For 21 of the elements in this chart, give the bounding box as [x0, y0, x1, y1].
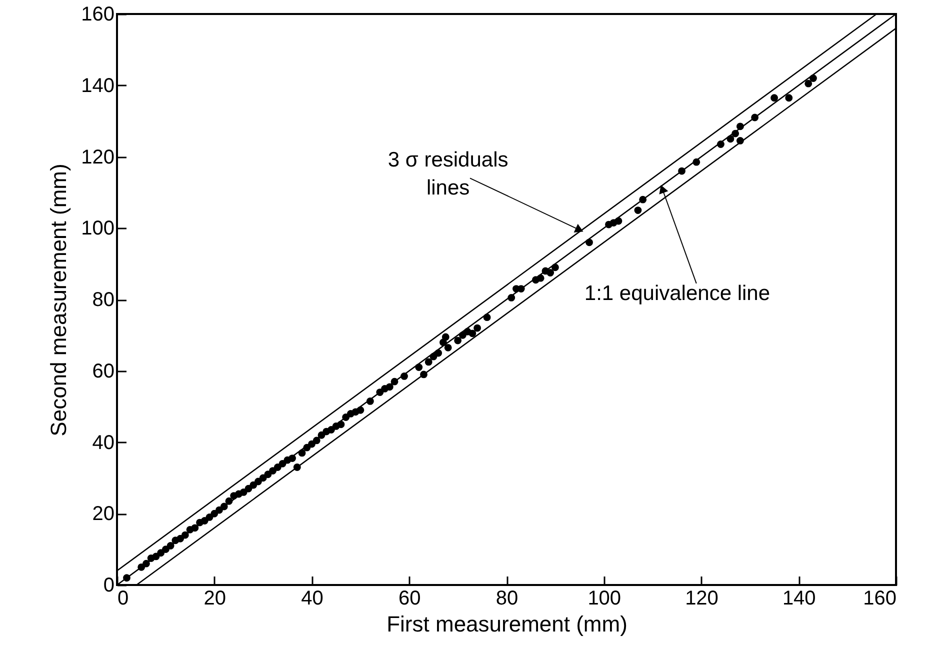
x-tick-label: 120	[685, 588, 718, 610]
y-tick-label: 40	[92, 432, 114, 454]
y-tick-label: 100	[81, 218, 114, 240]
x-tick-label: 160	[863, 588, 896, 610]
y-tick-label: 60	[92, 360, 114, 382]
y-axis-title: Second measurement (mm)	[46, 164, 72, 436]
annotation: 3 σ residuals lines	[388, 148, 508, 200]
x-axis-title: First measurement (mm)	[386, 612, 628, 636]
y-tick-label: 120	[81, 146, 114, 168]
annotation: 1:1 equivalence line	[584, 282, 770, 306]
y-tick-label: 80	[92, 289, 114, 311]
x-tick-label: 0	[118, 588, 129, 610]
x-tick-label: 40	[301, 588, 324, 610]
x-tick-label: 80	[496, 588, 518, 610]
y-tick-label: 160	[81, 4, 114, 26]
x-tick-label: 20	[204, 588, 226, 610]
x-tick-label: 60	[398, 588, 421, 610]
x-tick-label: 140	[782, 588, 816, 610]
y-tick-label: 140	[81, 74, 114, 97]
x-tick-label: 100	[588, 588, 622, 610]
y-tick-label: 20	[92, 503, 114, 526]
